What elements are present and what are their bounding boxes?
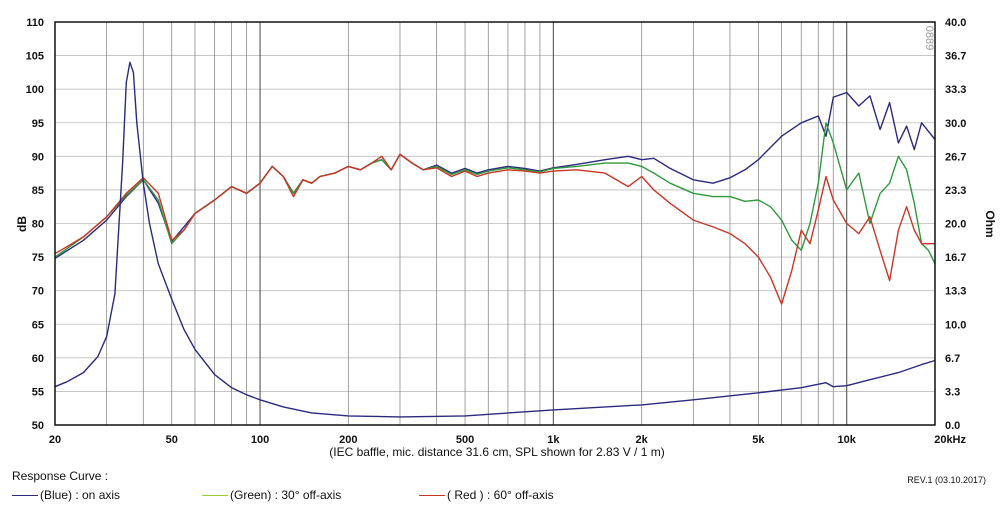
y-tick-85: 85: [32, 185, 44, 197]
y-tick-95: 95: [32, 118, 44, 130]
y-tick-80: 80: [32, 219, 44, 231]
y-axis-label: dB: [15, 216, 29, 232]
y-tick-110: 110: [26, 17, 44, 29]
legend-label-red: ( Red ) : 60° off-axis: [447, 488, 554, 502]
y-tick-100: 100: [26, 84, 44, 96]
series-lines: [54, 61, 936, 418]
x-tick-1k: 1k: [547, 434, 560, 446]
x-tick-20kHz: 20kHz: [934, 434, 966, 446]
frequency-response-chart: 50 55 60 65 70 75 80 85 90 95 100 105 110 0.0 3.3 6.7 1…: [15, 17, 997, 459]
series-line-1: [54, 122, 936, 265]
x-tick-5k: 5k: [752, 434, 765, 446]
series-line-3: [54, 61, 936, 418]
y2-tick-11: 36.7: [945, 51, 966, 63]
legend-label-green: (Green) : 30° off-axis: [230, 488, 342, 502]
chart-caption: (IEC baffle, mic. distance 31.6 cm, SPL …: [329, 445, 664, 459]
y2-tick-7: 23.3: [945, 185, 966, 197]
y-tick-65: 65: [32, 319, 44, 331]
x-tick-20: 20: [49, 434, 61, 446]
x-axis-ticks: 20 50 100 200 500 1k 2k 5k 10k 20kHz: [49, 434, 967, 446]
y-tick-50: 50: [32, 420, 44, 432]
y2-tick-1: 3.3: [945, 386, 960, 398]
legend-swatch-green: [202, 494, 228, 496]
plot-frame: [54, 21, 936, 426]
legend-item-red: ( Red ) : 60° off-axis: [419, 488, 554, 502]
y2-tick-0: 0.0: [945, 420, 960, 432]
series-line-2: [54, 153, 935, 305]
x-tick-200: 200: [339, 434, 357, 446]
y2-tick-9: 30.0: [945, 118, 966, 130]
y2-tick-12: 40.0: [945, 17, 966, 29]
x-tick-50: 50: [166, 434, 178, 446]
revision-label: REV.1 (03.10.2017): [907, 475, 986, 485]
legend-label-blue: (Blue) : on axis: [40, 488, 121, 502]
y-tick-70: 70: [32, 286, 44, 298]
y2-tick-8: 26.7: [945, 151, 966, 163]
legend-item-green: (Green) : 30° off-axis: [202, 488, 341, 502]
y2-tick-5: 16.7: [945, 252, 966, 264]
y2-tick-3: 10.0: [945, 319, 966, 331]
y-tick-90: 90: [32, 151, 44, 163]
y-tick-75: 75: [32, 252, 44, 264]
x-tick-100: 100: [251, 434, 269, 446]
y2-tick-4: 13.3: [945, 286, 966, 298]
y-tick-55: 55: [32, 386, 44, 398]
x-tick-500: 500: [456, 434, 474, 446]
legend-item-blue: (Blue) : on axis: [12, 488, 120, 502]
legend-swatch-red: [419, 494, 445, 496]
x-tick-2k: 2k: [636, 434, 649, 446]
y2-tick-2: 6.7: [945, 353, 960, 365]
y2-tick-6: 20.0: [945, 219, 966, 231]
y-tick-60: 60: [32, 353, 44, 365]
y2-axis-label: Ohm: [983, 210, 997, 237]
response-curve-title: Response Curve :: [12, 469, 109, 483]
x-tick-10k: 10k: [838, 434, 857, 446]
y2-tick-10: 33.3: [945, 84, 966, 96]
y-axis-ticks: 50 55 60 65 70 75 80 85 90 95 100 105 110: [26, 17, 44, 432]
y2-axis-ticks: 0.0 3.3 6.7 10.0 13.3 16.7 20.0 23.3 26.7 30.0 33.…: [945, 17, 966, 432]
legend-swatch-blue: [12, 494, 38, 496]
watermark: 0889: [923, 26, 935, 50]
y-tick-105: 105: [26, 51, 44, 63]
